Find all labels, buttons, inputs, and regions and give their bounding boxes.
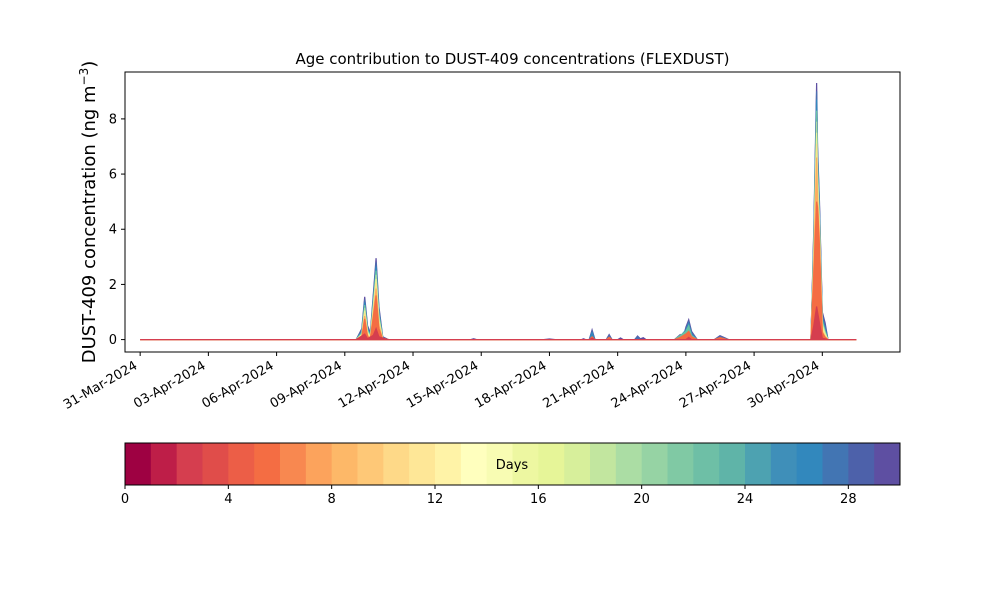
x-tick-label-1: 03-Apr-2024: [131, 358, 208, 411]
chart-title: Age contribution to DUST-409 concentrati…: [295, 50, 729, 68]
x-tick-label-7: 21-Apr-2024: [541, 358, 618, 411]
series-area-7: [140, 143, 857, 341]
colorbar-tick-label-0: 0: [121, 492, 129, 507]
series-area-3: [140, 99, 857, 341]
colorbar-bin-16: [538, 443, 565, 485]
colorbar-bin-18: [590, 443, 617, 485]
colorbar-bin-7: [305, 443, 333, 485]
colorbar-bin-5: [254, 443, 281, 485]
x-tick-label-3: 09-Apr-2024: [268, 358, 345, 411]
y-axis-label-unit-sup: −3: [77, 68, 91, 86]
colorbar-bin-12: [435, 443, 462, 485]
y-axis-label-main: DUST-409 concentration (ng m: [79, 85, 100, 363]
colorbar-label: Days: [496, 458, 529, 473]
y-axis: 0 2 4 6 8: [109, 112, 125, 348]
colorbar-tick-label-5: 20: [633, 492, 650, 507]
colorbar-tick-label-3: 12: [427, 492, 444, 507]
colorbar-bin-2: [176, 443, 203, 485]
x-tick-label-4: 12-Apr-2024: [336, 358, 413, 411]
colorbar-bin-25: [770, 443, 798, 485]
y-tick-label-3: 6: [109, 168, 117, 183]
colorbar-bin-19: [615, 443, 643, 485]
colorbar-bin-27: [822, 443, 849, 485]
plot-frame: [124, 71, 901, 353]
colorbar-bin-21: [667, 443, 694, 485]
colorbar-tick-label-2: 8: [328, 492, 336, 507]
y-tick-label-1: 2: [109, 278, 117, 293]
colorbar-bin-3: [202, 443, 229, 485]
colorbar-frame: [124, 442, 901, 486]
colorbar-bin-6: [280, 443, 307, 485]
colorbar-tick-label-4: 16: [530, 492, 547, 507]
colorbar-bin-4: [228, 443, 255, 485]
colorbar-bin-29: [874, 443, 901, 485]
colorbar: 0 4 8 12 16 20 24 28: [121, 442, 901, 507]
colorbar-tick-label-7: 28: [840, 492, 857, 507]
y-axis-label-close: ): [79, 61, 100, 68]
y-axis-label: DUST-409 concentration (ng m−3): [77, 61, 100, 364]
x-tick-label-9: 27-Apr-2024: [677, 358, 754, 411]
series-area-5: [140, 121, 857, 341]
colorbar-bin-20: [641, 443, 668, 485]
series-area-2: [140, 91, 857, 341]
colorbar-bin-26: [796, 443, 823, 485]
series-layer: [140, 83, 857, 341]
series-area-1: [140, 83, 857, 341]
x-axis: 31-Mar-202403-Apr-202406-Apr-202409-Apr-…: [61, 352, 823, 413]
colorbar-bin-28: [848, 443, 875, 485]
colorbar-bin-14: [486, 443, 513, 485]
colorbar-bin-8: [331, 443, 358, 485]
colorbar-bin-13: [460, 443, 488, 485]
colorbar-bin-22: [693, 443, 720, 485]
y-tick-label-4: 8: [109, 112, 117, 127]
x-tick-label-5: 15-Apr-2024: [404, 358, 481, 411]
colorbar-tick-label-6: 24: [737, 492, 754, 507]
series-area-6: [140, 132, 857, 341]
colorbar-bin-0: [125, 443, 152, 485]
y-tick-label-2: 4: [109, 223, 117, 238]
series-area-4: [140, 110, 857, 341]
x-tick-label-2: 06-Apr-2024: [199, 358, 276, 411]
y-tick-label-0: 0: [109, 333, 117, 348]
x-tick-label-0: 31-Mar-2024: [61, 358, 140, 412]
colorbar-bin-17: [564, 443, 591, 485]
colorbar-bin-9: [357, 443, 384, 485]
colorbar-bin-15: [512, 443, 539, 485]
colorbar-bin-24: [745, 443, 772, 485]
x-tick-label-6: 18-Apr-2024: [472, 358, 549, 411]
colorbar-bin-11: [409, 443, 436, 485]
svg-text:DUST-409 concentration (ng m−3: DUST-409 concentration (ng m−3): [77, 61, 100, 364]
series-area-8: [140, 157, 857, 341]
colorbar-tick-label-1: 4: [224, 492, 232, 507]
colorbar-bin-23: [719, 443, 746, 485]
x-tick-label-10: 30-Apr-2024: [745, 358, 822, 411]
series-area-9: [140, 201, 857, 341]
colorbar-bin-1: [150, 443, 178, 485]
series-area-10: [140, 306, 857, 341]
x-tick-label-8: 24-Apr-2024: [609, 358, 686, 411]
colorbar-bin-10: [383, 443, 410, 485]
